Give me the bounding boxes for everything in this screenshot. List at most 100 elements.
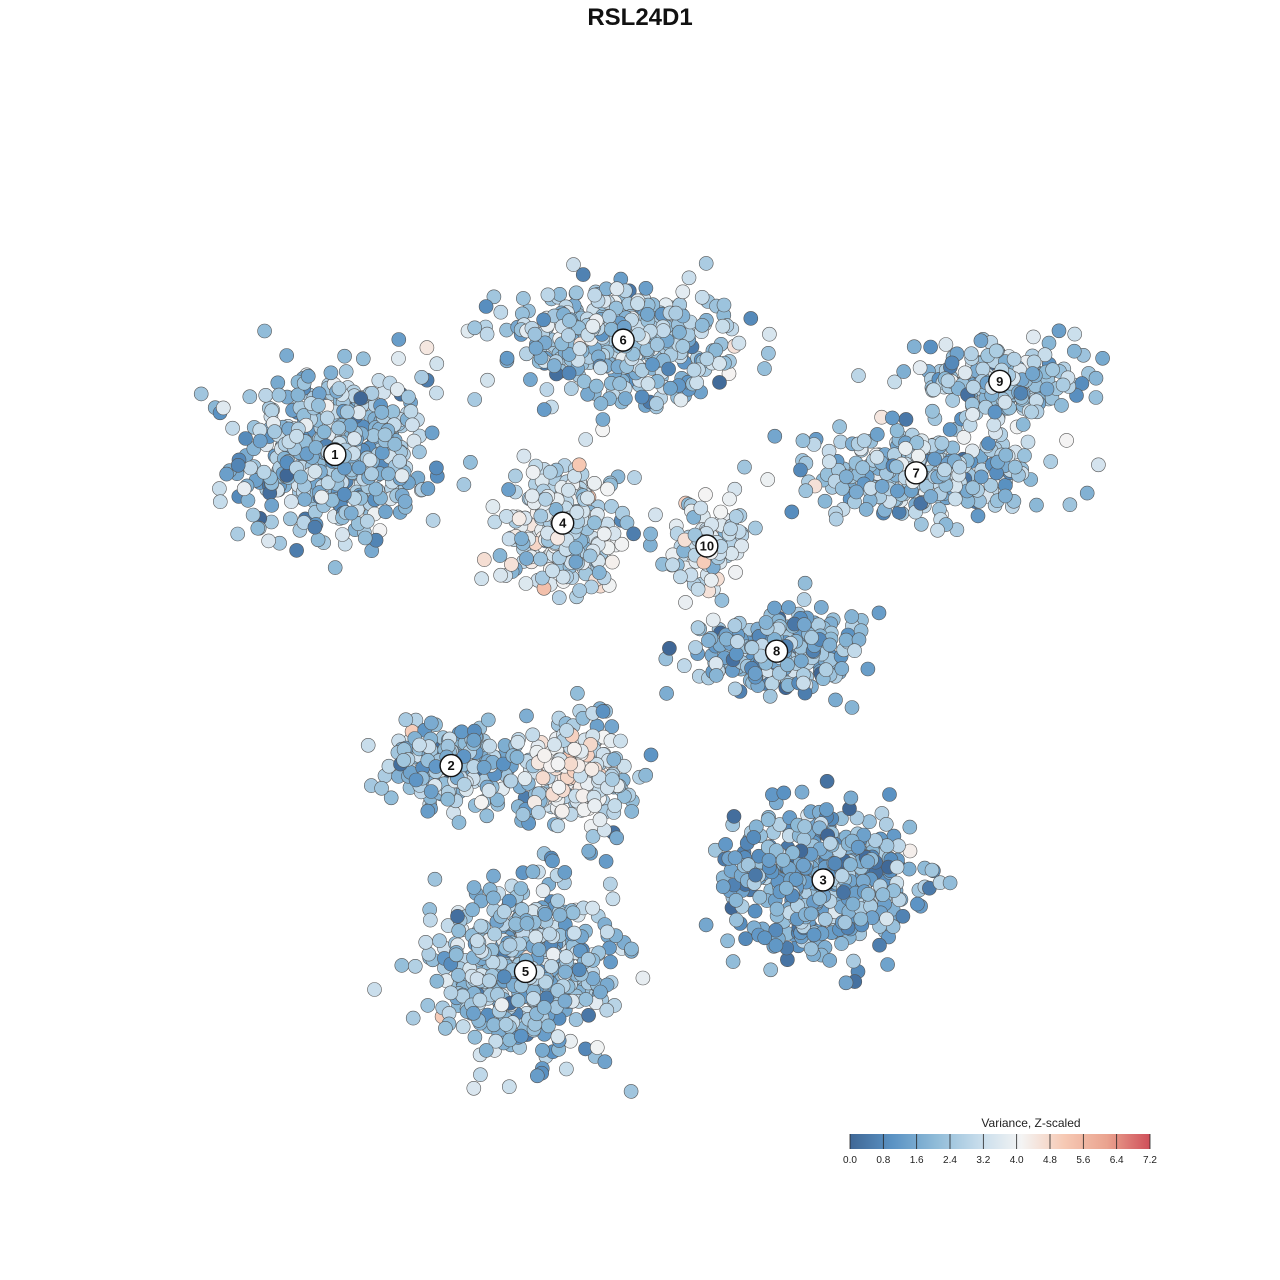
data-point (738, 931, 753, 947)
data-point (788, 871, 804, 887)
colorbar-gradient (850, 1134, 1150, 1149)
data-point (587, 287, 603, 303)
data-point (355, 351, 371, 367)
data-point (817, 493, 833, 509)
data-point (429, 460, 444, 476)
data-point (725, 954, 741, 969)
cluster-label-10: 10 (695, 534, 719, 558)
data-point (404, 417, 420, 433)
data-point (889, 459, 904, 475)
data-point (879, 911, 894, 927)
data-point (837, 915, 853, 930)
data-point (568, 1012, 584, 1027)
data-point (871, 605, 887, 621)
data-point (559, 1061, 574, 1077)
cluster-label-text: 8 (773, 644, 780, 659)
data-point (997, 488, 1013, 504)
data-point (420, 998, 436, 1013)
data-point (803, 941, 819, 957)
data-point (896, 364, 912, 379)
data-point (454, 724, 470, 740)
data-point (634, 389, 650, 405)
cluster-label-5: 5 (513, 959, 538, 984)
data-point (796, 857, 811, 873)
data-point (525, 727, 541, 743)
data-point (511, 511, 527, 527)
data-point (595, 412, 611, 427)
data-point (609, 830, 625, 846)
data-point (540, 287, 556, 303)
data-point (832, 419, 847, 435)
data-point (843, 857, 858, 872)
data-point (397, 494, 413, 509)
data-point (466, 880, 482, 895)
data-point (612, 376, 628, 392)
data-point (855, 460, 871, 476)
cluster-label-text: 1 (331, 447, 338, 462)
data-point (640, 376, 656, 392)
data-point (414, 369, 430, 385)
colorbar-tick-label: 6.4 (1110, 1155, 1124, 1166)
data-point (536, 312, 551, 328)
data-point (678, 595, 693, 610)
data-point (884, 410, 900, 426)
data-point (337, 348, 352, 364)
data-point (300, 368, 316, 384)
data-point (856, 433, 872, 449)
data-point (412, 737, 427, 753)
data-point (694, 317, 710, 333)
data-point (822, 953, 838, 968)
data-point (656, 323, 671, 338)
data-point (545, 946, 561, 962)
data-point (923, 489, 939, 504)
data-point (878, 816, 894, 832)
data-point (307, 464, 323, 479)
data-point (456, 777, 472, 792)
data-point (793, 653, 809, 669)
data-point (480, 372, 495, 388)
data-point (643, 747, 659, 763)
data-point (712, 356, 727, 371)
data-point (533, 551, 548, 567)
data-point (582, 548, 598, 564)
data-point (843, 790, 859, 806)
data-point (806, 927, 822, 943)
data-point (860, 886, 876, 902)
data-point (592, 812, 608, 828)
data-point (858, 502, 874, 517)
data-point (957, 365, 973, 381)
data-point (584, 761, 600, 777)
data-point (1043, 454, 1058, 469)
data-point (535, 1043, 550, 1058)
cluster-label-8: 8 (764, 639, 789, 663)
data-point (486, 868, 501, 884)
data-point (898, 412, 914, 427)
colorbar-legend: Variance, Z-scaled 0.0 0.8 1.6 2.4 3.2 4.0 4.8… (843, 1116, 1157, 1166)
data-point (1029, 497, 1044, 513)
data-point (844, 700, 860, 715)
data-point (420, 481, 436, 496)
data-point (688, 640, 703, 655)
data-point (828, 511, 844, 527)
data-point (490, 792, 505, 808)
data-point (581, 843, 597, 859)
data-point (727, 681, 743, 697)
cluster-label-text: 9 (996, 374, 1003, 389)
data-point (874, 479, 890, 494)
data-point (648, 507, 663, 523)
data-point (562, 313, 577, 328)
data-point (729, 912, 744, 928)
data-point (550, 893, 566, 909)
data-point (601, 309, 617, 324)
data-point (519, 916, 535, 931)
data-point (525, 864, 541, 880)
data-point (311, 398, 326, 413)
data-point (763, 962, 779, 978)
data-point (481, 783, 497, 798)
data-point (368, 481, 384, 497)
data-point (353, 391, 369, 406)
data-point (716, 297, 732, 313)
data-point (591, 565, 607, 580)
data-point (796, 592, 812, 607)
data-point (593, 984, 608, 1000)
